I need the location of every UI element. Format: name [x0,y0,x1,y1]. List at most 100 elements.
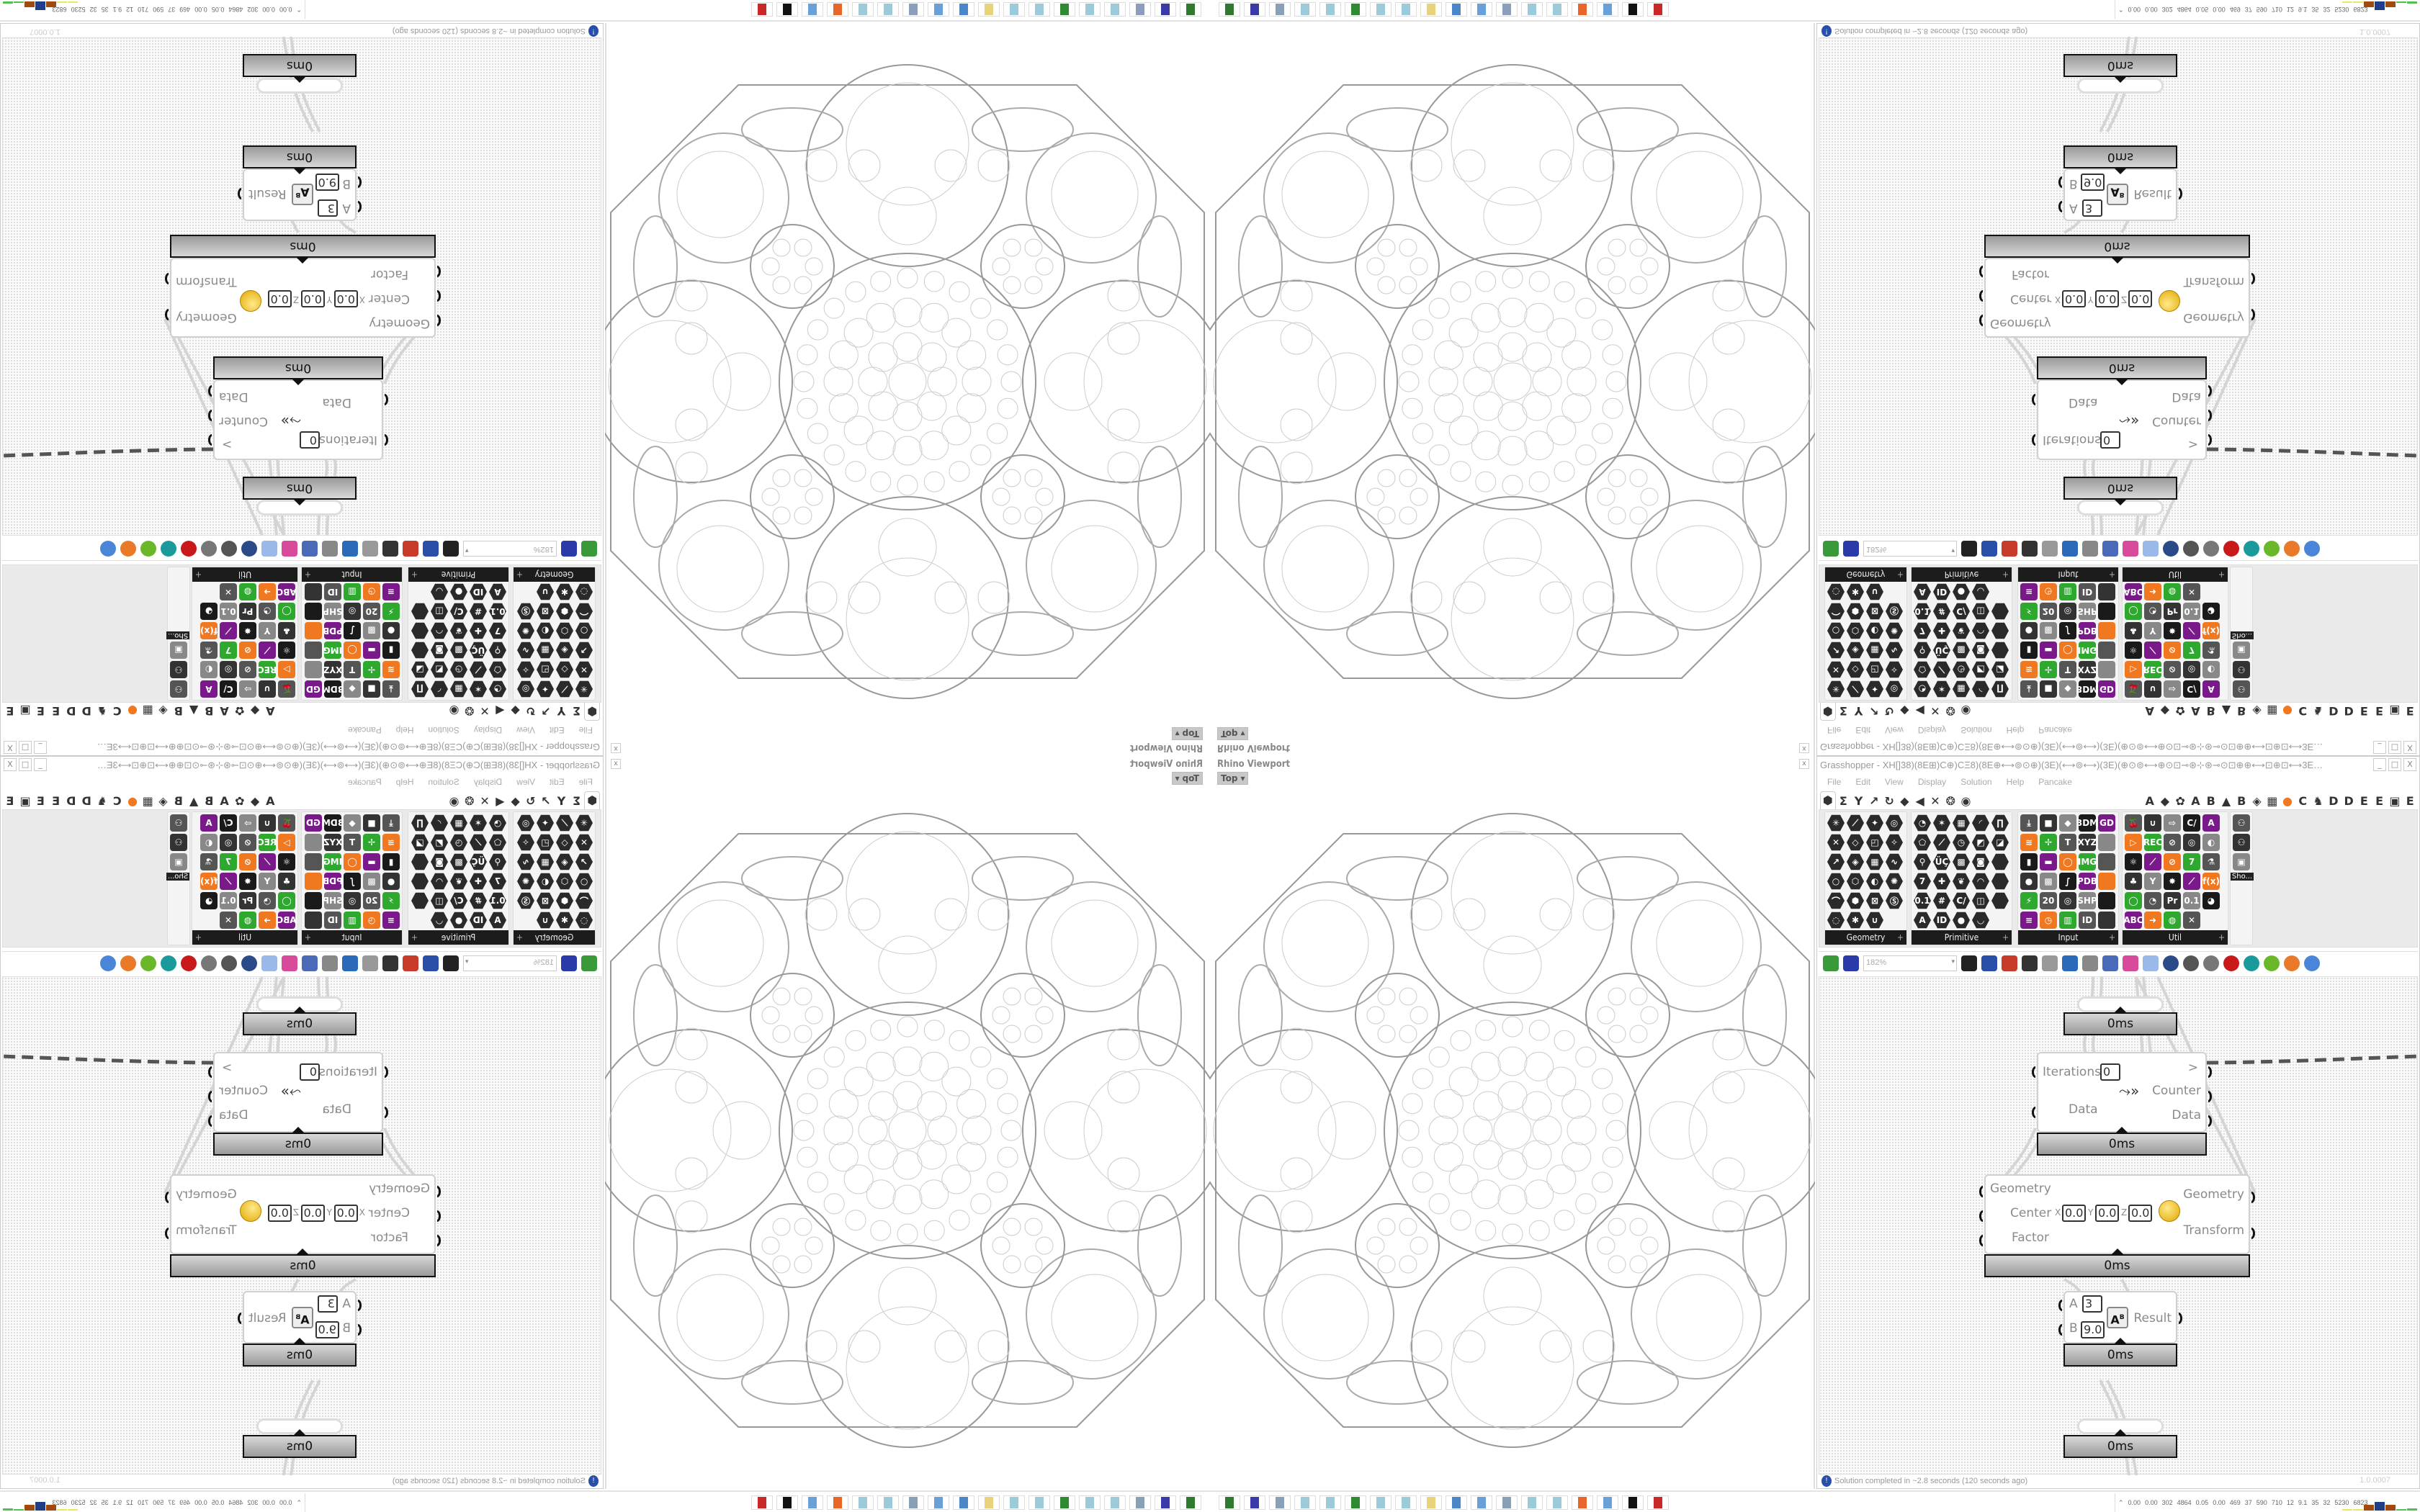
component-icon[interactable]: ⬠ [489,661,506,678]
component-icon[interactable]: REC [2143,661,2162,678]
iterations-input-port[interactable] [381,1066,388,1078]
tab-icon[interactable]: ⬢ [584,791,600,810]
script-icon[interactable] [1129,1495,1151,1510]
component-icon[interactable]: ⚗ [200,853,218,870]
zoom-extents-icon[interactable] [1961,541,1977,557]
component-icon[interactable]: 0.1 [2183,603,2200,620]
component-icon[interactable]: ▦ [1866,642,1883,659]
component-icon[interactable]: ▥ [2059,583,2076,600]
bulb-icon[interactable] [2143,541,2159,557]
teal-icon[interactable] [161,541,176,557]
expand-icon[interactable]: + [2218,570,2225,580]
notepad-icon[interactable] [1294,2,1316,17]
geometry-output-port[interactable] [2248,309,2255,320]
component-icon[interactable]: ◐ [1866,873,1883,890]
component-icon[interactable]: ▷ [278,834,295,851]
component-icon[interactable]: A [200,680,218,698]
result-output-port[interactable] [2175,188,2182,199]
component-icon[interactable]: PDB [323,622,343,639]
component-icon[interactable]: A [2202,814,2220,832]
component-icon[interactable]: ▣ [2233,642,2250,659]
iterations-value[interactable]: 0 [300,431,320,449]
tab-icon[interactable]: ↗ [1869,704,1879,719]
component-icon[interactable]: PDB [323,873,343,890]
component-icon[interactable]: ≋ [2020,834,2038,851]
counter-component[interactable]: Iterations 0 > ⤳» Counter Data Data [2037,379,2207,460]
component-icon[interactable]: ◜ [431,814,448,832]
tab-icon[interactable]: C [2298,793,2308,808]
component-icon[interactable] [2098,642,2115,659]
calculator-icon[interactable] [928,1495,949,1510]
component-icon[interactable]: ◍ [239,583,256,600]
component-icon[interactable]: ✧ [1886,661,1903,678]
component-icon[interactable]: ● [450,912,467,929]
component-icon[interactable] [1991,603,2009,620]
tab-icon[interactable]: A [2191,704,2200,719]
menu-edit[interactable]: Edit [1855,777,1871,787]
component-icon[interactable]: ○ [575,873,593,890]
inkscape-icon[interactable] [776,2,798,17]
tab-icon[interactable]: E [2360,793,2368,808]
grasshopper-canvas[interactable]: 0ms Iterations 0 > ⤳» Counter Data Data … [1819,976,2419,1475]
reset-output-port[interactable] [2205,434,2212,446]
component-icon[interactable]: ◷ [363,583,380,600]
b-input-port[interactable] [2058,1324,2062,1336]
tab-icon[interactable]: ✿ [235,704,245,719]
panel-header[interactable]: Primitive + [1912,930,2012,945]
component-icon[interactable]: ▬ [363,642,380,659]
component-icon[interactable] [305,834,322,851]
component-icon[interactable]: ▮ [2020,642,2038,659]
rhino-viewport[interactable]: Rhino Viewport Top ▾ x [1210,756,1815,1489]
tab-icon[interactable]: ❂ [1945,793,1955,808]
component-icon[interactable]: ✳ [575,680,593,698]
expand-icon[interactable]: ⌃ [2118,6,2124,13]
factor-input-port[interactable] [434,1235,441,1246]
minimize-button[interactable]: _ [34,741,47,754]
component-icon[interactable]: 20 [363,892,380,909]
component-icon[interactable]: SHP [323,892,343,909]
component-icon[interactable]: ◩ [431,661,448,678]
expand-icon[interactable]: + [2218,932,2225,942]
component-icon[interactable] [411,853,429,870]
component-icon[interactable]: ◆ [2059,814,2076,832]
component-icon[interactable]: ⚛ [278,853,295,870]
component-icon[interactable]: 3DM [322,680,344,698]
component-icon[interactable]: ∫ [2059,873,2076,890]
component-icon[interactable]: f(x) [200,873,218,890]
component-icon[interactable]: ABC [2123,583,2143,600]
component-icon[interactable]: ✧ [517,834,534,851]
menu-file[interactable]: File [578,725,593,735]
tab-icon[interactable]: ♞ [97,793,107,808]
component-icon[interactable]: ◔ [2144,603,2161,620]
tab-icon[interactable]: D [2329,704,2339,719]
component-icon[interactable] [2098,603,2115,620]
sphere-icon[interactable] [2304,541,2320,557]
component-icon[interactable]: A [200,814,218,832]
panel-header[interactable]: Primitive + [408,930,508,945]
app-green-icon[interactable] [1180,1495,1201,1510]
rhino-viewport[interactable]: Rhino Viewport Top ▾ x [605,756,1210,1489]
component-icon[interactable]: ◠ [431,873,448,890]
component-icon[interactable]: ◠ [431,622,448,639]
geometry-input-port[interactable] [1979,1186,1983,1197]
tab-icon[interactable]: ◆ [511,704,520,719]
power-timer[interactable]: 0ms [243,1344,357,1367]
close-button[interactable]: X [2403,741,2416,754]
component-icon[interactable]: ▬ [2040,642,2057,659]
component-icon[interactable]: ⇨ [2164,814,2181,832]
component-icon[interactable]: ◍ [2164,912,2181,929]
notepad-icon[interactable] [1395,1495,1417,1510]
iterations-value[interactable]: 0 [2100,1063,2120,1081]
iterations-input-port[interactable] [2032,1066,2035,1078]
component-icon[interactable]: ⇨ [239,814,256,832]
image-icon[interactable] [322,541,338,557]
calculator-icon[interactable] [802,2,823,17]
component-icon[interactable]: ▮ [2020,853,2038,870]
scale-timer[interactable]: 0ms [170,1254,436,1277]
tab-icon[interactable]: ✕ [480,793,490,808]
image-icon[interactable] [2082,955,2098,971]
wires-icon[interactable] [241,541,257,557]
notepad-icon[interactable] [1003,1495,1025,1510]
component-icon[interactable]: ◰ [537,834,554,851]
panel-header[interactable]: Geometry + [1825,930,1906,945]
